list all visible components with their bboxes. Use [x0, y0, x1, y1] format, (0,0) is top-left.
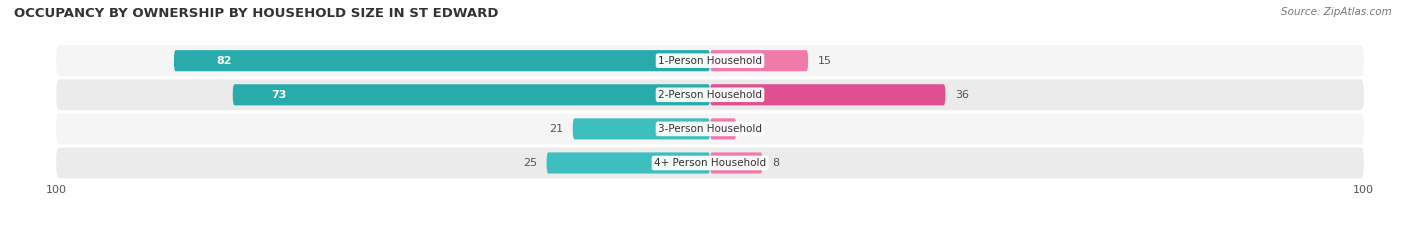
Text: 1-Person Household: 1-Person Household — [658, 56, 762, 66]
FancyBboxPatch shape — [56, 45, 1364, 76]
Text: 82: 82 — [217, 56, 232, 66]
Text: 8: 8 — [772, 158, 779, 168]
Text: 21: 21 — [548, 124, 562, 134]
Text: 25: 25 — [523, 158, 537, 168]
Text: Source: ZipAtlas.com: Source: ZipAtlas.com — [1281, 7, 1392, 17]
FancyBboxPatch shape — [233, 84, 710, 105]
Text: 73: 73 — [271, 90, 287, 100]
FancyBboxPatch shape — [710, 84, 945, 105]
FancyBboxPatch shape — [710, 50, 808, 71]
Text: 3-Person Household: 3-Person Household — [658, 124, 762, 134]
Text: 4: 4 — [747, 124, 754, 134]
FancyBboxPatch shape — [572, 118, 710, 140]
FancyBboxPatch shape — [710, 118, 737, 140]
FancyBboxPatch shape — [56, 148, 1364, 178]
FancyBboxPatch shape — [174, 50, 710, 71]
FancyBboxPatch shape — [547, 152, 710, 174]
Text: 15: 15 — [818, 56, 832, 66]
FancyBboxPatch shape — [56, 113, 1364, 144]
Text: 36: 36 — [955, 90, 969, 100]
FancyBboxPatch shape — [710, 152, 762, 174]
Text: 2-Person Household: 2-Person Household — [658, 90, 762, 100]
Text: OCCUPANCY BY OWNERSHIP BY HOUSEHOLD SIZE IN ST EDWARD: OCCUPANCY BY OWNERSHIP BY HOUSEHOLD SIZE… — [14, 7, 499, 20]
Text: 4+ Person Household: 4+ Person Household — [654, 158, 766, 168]
FancyBboxPatch shape — [56, 79, 1364, 110]
